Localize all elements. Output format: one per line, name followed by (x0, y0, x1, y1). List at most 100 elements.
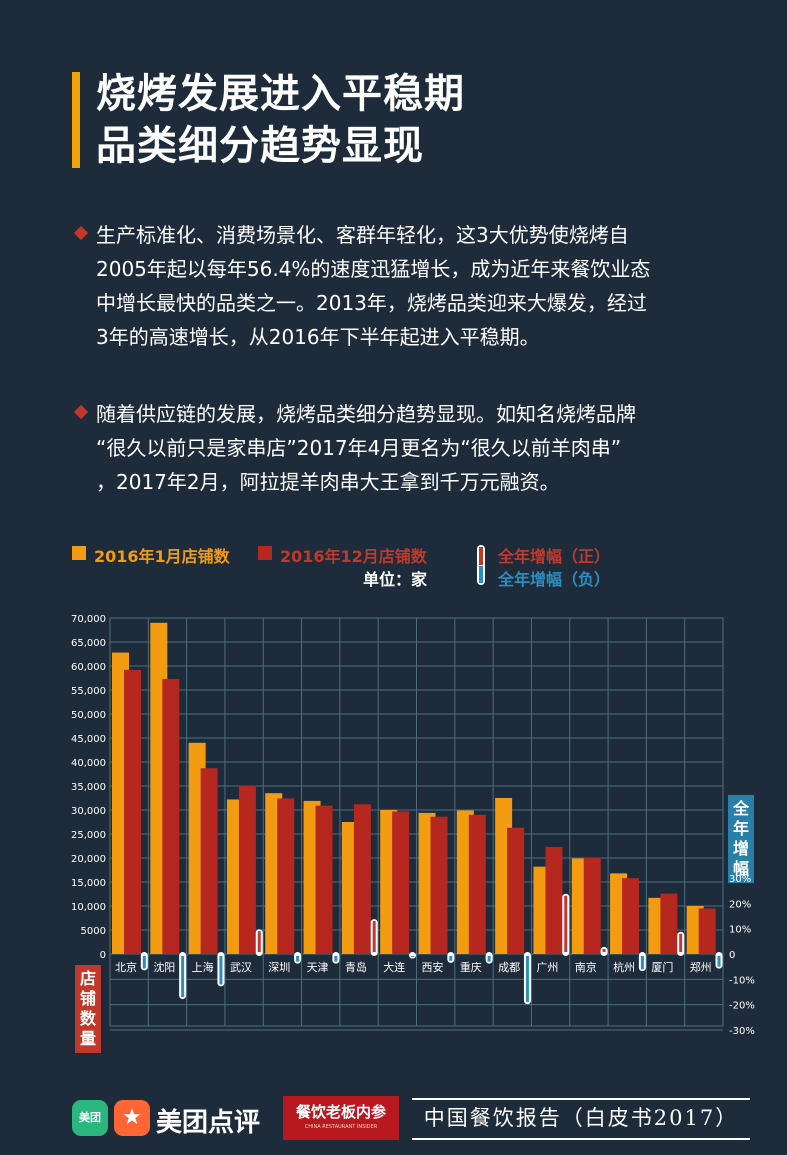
bar-chart: 70,000 65,000 60,000 55,000 50,000 45,000 40,0… (71, 614, 755, 1037)
bar-dec (660, 893, 678, 954)
growth-neg-fill (717, 956, 721, 967)
growth-neg-fill (411, 956, 414, 957)
y-tick-label: 30,000 (71, 806, 106, 817)
x-tick-label: 成都 (498, 961, 520, 974)
para2-line: “很久以前只是家串店”2017年4月更名为“很久以前羊肉串” (96, 436, 622, 460)
legend-dec-label: 2016年12月店铺数 (280, 547, 427, 566)
bullet-diamond-icon (73, 225, 89, 241)
right-axis-title-text: 全年增幅 (732, 799, 749, 878)
y-right-tick-label: -30% (729, 1026, 755, 1037)
y-tick-label: 25,000 (71, 830, 106, 841)
y-tick-label: 55,000 (71, 686, 106, 697)
growth-pos-fill (257, 931, 261, 952)
x-tick-label: 大连 (383, 960, 405, 974)
y-right-tick-label: 10% (729, 925, 751, 936)
brand-name: 美团点评 (156, 1108, 261, 1138)
bar-dec (124, 669, 141, 954)
y-tick-label: 70,000 (71, 614, 106, 625)
growth-neg-fill (296, 956, 300, 962)
growth-neg-fill (334, 956, 338, 962)
page-title: 烧烤发展进入平稳期 品类细分趋势显现 (96, 68, 736, 172)
y-tick-label: 15,000 (71, 878, 106, 889)
legend-jan-swatch (72, 546, 86, 560)
y-tick-label: 40,000 (71, 758, 106, 769)
x-tick-label: 杭州 (613, 960, 635, 974)
bar-dec (392, 811, 410, 954)
x-tick-label: 深圳 (268, 961, 290, 974)
growth-pos-fill (564, 895, 568, 952)
y-right-tick-label: 20% (729, 899, 751, 910)
y-right-tick-label: 0 (729, 950, 735, 961)
bullet-diamond-icon (73, 404, 89, 420)
unit-label: 单位：家 (363, 570, 428, 589)
meituan-logo-icon: 美团 (72, 1100, 108, 1136)
x-tick-label: 上海 (192, 960, 214, 974)
growth-pos-fill (372, 921, 376, 952)
para1-line: 生产标准化、消费场景化、客群年轻化，这3大优势使烧烤自 (96, 223, 629, 247)
growth-neg-bar (409, 952, 416, 959)
growth-pos-fill (679, 933, 683, 952)
growth-neg-fill (640, 956, 644, 970)
chart-container: 70,000 65,000 60,000 55,000 50,000 45,000 40,0… (0, 590, 787, 1060)
y-right-tick-label: 30% (729, 874, 751, 885)
y-tick-label: 20,000 (71, 854, 106, 865)
bar-dec (430, 816, 448, 954)
bar-dec (622, 878, 640, 954)
x-tick-label: 郑州 (690, 960, 712, 974)
y-tick-label: 45,000 (71, 734, 106, 745)
report-title: 中国餐饮报告（白皮书2017） (412, 1098, 750, 1140)
title-line-2: 品类细分趋势显现 (96, 123, 424, 169)
bar-dec (545, 846, 563, 954)
para1-line: 中增长最快的品类之一。2013年，烧烤品类迎来大爆发，经过 (96, 291, 647, 315)
bar-dec (277, 798, 295, 954)
bar-dec (468, 814, 486, 954)
x-tick-label: 武汉 (230, 961, 252, 974)
growth-neg-fill (487, 956, 491, 962)
title-accent-bar (72, 72, 80, 168)
paragraph-1: 生产标准化、消费场景化、客群年轻化，这3大优势使烧烤自 2005年起以每年56.… (96, 218, 716, 354)
y-right-tick-label: -10% (729, 975, 755, 986)
left-axis-title: 店铺数量 (75, 965, 101, 1053)
bar-dec (583, 857, 601, 954)
legend-thermometer-icon (477, 545, 485, 585)
para1-line: 2005年起以每年56.4%的速度迅猛增长，成为近年来餐饮业态 (96, 257, 651, 281)
y-tick-label: 60,000 (71, 662, 106, 673)
x-tick-label: 重庆 (460, 960, 482, 974)
para2-line: 随着供应链的发展，烧烤品类细分趋势显现。如知名烧烤品牌 (96, 402, 636, 426)
growth-neg-fill (181, 956, 185, 998)
x-tick-label: 广州 (536, 961, 558, 974)
y-tick-label: 65,000 (71, 638, 106, 649)
x-tick-label: 青岛 (345, 960, 367, 974)
x-tick-label: 南京 (575, 960, 597, 974)
y-right-tick-label: -20% (729, 1001, 755, 1012)
legend-dec-swatch (258, 546, 272, 560)
canyin-sub: CHINA RESTAURANT INSIDER (304, 1124, 378, 1130)
y-tick-label: 0 (100, 950, 106, 961)
canyin-title: 餐饮老板内参 (295, 1103, 386, 1121)
growth-neg-fill (449, 956, 453, 961)
canyin-insider-logo: 餐饮老板内参 CHINA RESTAURANT INSIDER (283, 1096, 399, 1140)
legend-pos-label: 全年增幅（正） (498, 547, 611, 566)
y-tick-label: 5000 (81, 926, 106, 937)
x-tick-label: 厦门 (651, 960, 673, 974)
x-tick-label: 沈阳 (153, 960, 175, 974)
left-axis-title-text: 店铺数量 (79, 969, 96, 1048)
legend-jan-label: 2016年1月店铺数 (94, 547, 230, 566)
bar-dec (698, 908, 716, 954)
y-tick-label: 35,000 (71, 782, 106, 793)
dianping-logo-icon: ★ (114, 1100, 150, 1136)
growth-neg-fill (142, 956, 146, 969)
y-tick-label: 50,000 (71, 710, 106, 721)
x-tick-label: 西安 (422, 960, 444, 974)
paragraph-2: 随着供应链的发展，烧烤品类细分趋势显现。如知名烧烤品牌 “很久以前只是家串店”2… (96, 397, 716, 499)
bar-dec (315, 805, 333, 954)
bar-dec (238, 785, 256, 954)
y-tick-label: 10,000 (71, 902, 106, 913)
x-tick-label: 北京 (115, 960, 137, 974)
title-line-1: 烧烤发展进入平稳期 (96, 71, 465, 117)
growth-neg-fill (219, 956, 223, 985)
bar-dec (200, 768, 218, 954)
bar-dec (353, 804, 371, 954)
growth-neg-fill (525, 956, 529, 1003)
para2-line: ，2017年2月，阿拉提羊肉串大王拿到千万元融资。 (96, 470, 560, 494)
